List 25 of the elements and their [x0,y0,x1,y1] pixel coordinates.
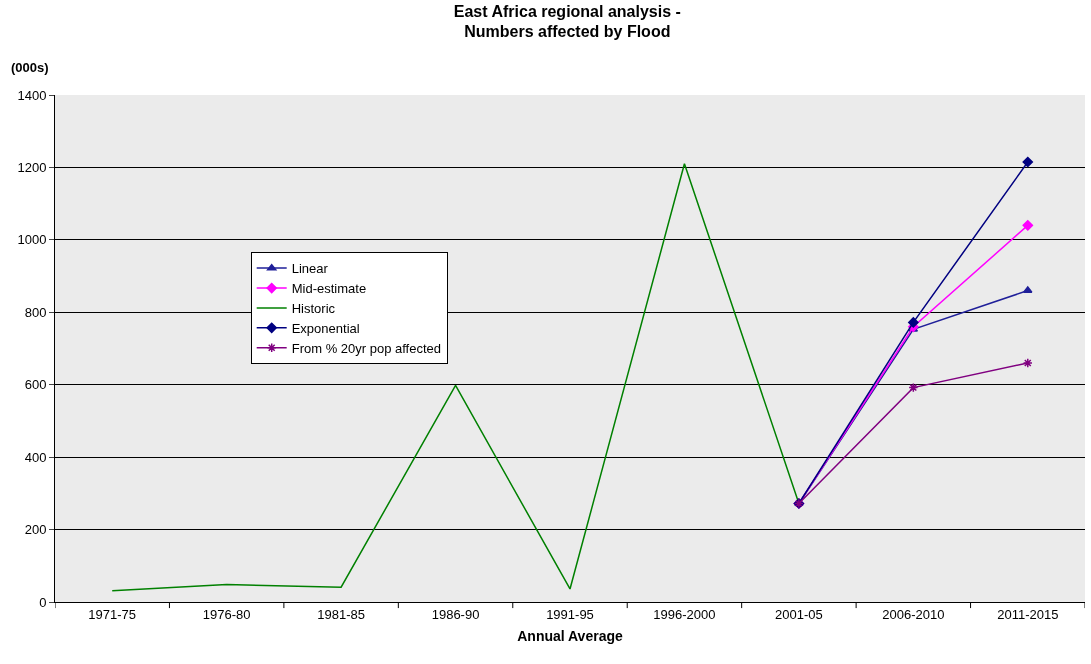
y-tick-label: 800 [24,304,47,320]
x-axis-title: Annual Average [517,627,623,644]
x-tick-label: 1981-85 [317,606,365,622]
y-tick-label: 0 [39,594,47,610]
legend-label: From % 20yr pop affected [291,340,442,356]
y-tick-label: 400 [24,449,47,465]
legend-label: Mid-estimate [291,281,367,297]
x-tick-label: 1986-90 [431,606,480,622]
y-tick-label: 1200 [17,159,47,175]
y-tick-label: 200 [24,522,47,538]
x-tick-label: 2011-2015 [997,606,1059,622]
legend-label: Historic [291,300,336,316]
x-tick-label: 2001-05 [775,606,823,622]
y-tick-label: 1400 [17,87,47,103]
legend-label: Linear [291,261,329,277]
y-axis-title: (000s) [11,60,49,75]
x-tick-label: 1971-75 [88,606,137,622]
y-tick-label: 1000 [17,232,47,248]
x-tick-label: 1976-80 [202,606,251,622]
x-tick-label: 1991-95 [546,606,594,622]
x-tick-label: 1996-2000 [653,606,716,622]
chart-title: East Africa regional analysis - Numbers affected by Flood [453,2,681,41]
legend-label: Exponential [291,320,360,336]
x-tick-label: 2006-2010 [882,606,945,622]
y-tick-label: 600 [24,377,47,393]
